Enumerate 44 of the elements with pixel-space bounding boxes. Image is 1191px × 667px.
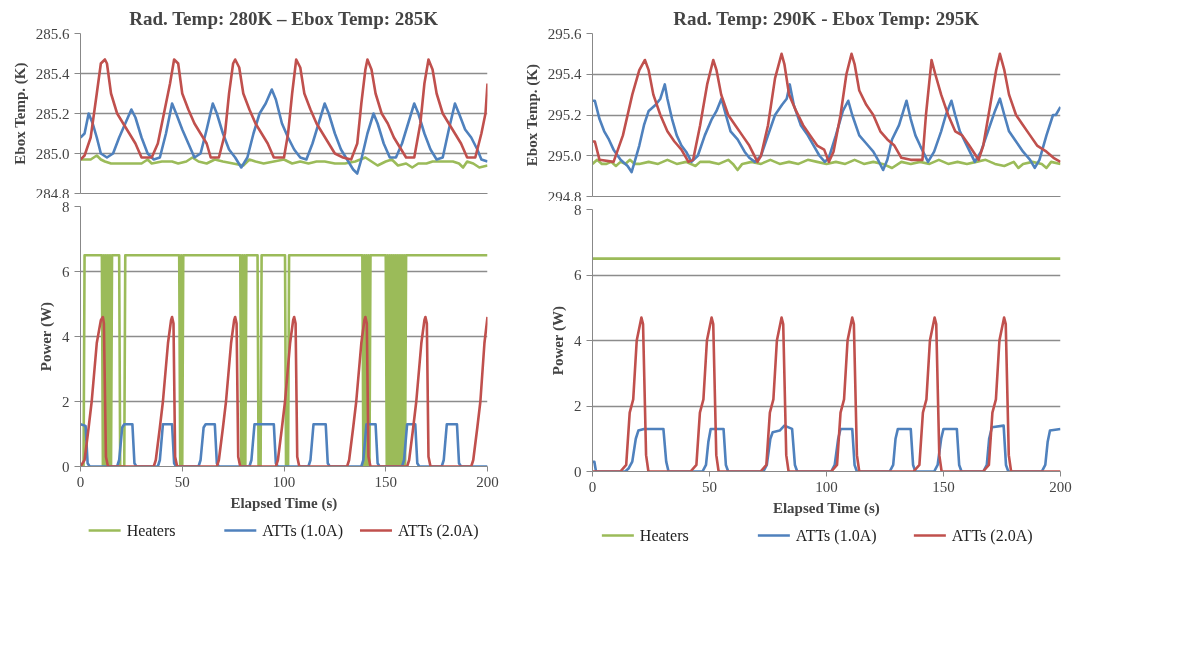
- x-axis-title: Elapsed Time (s): [230, 494, 338, 512]
- x-tick-label: 50: [702, 478, 717, 495]
- y-tick-label: 285.4: [35, 65, 70, 82]
- x-tick-label: 150: [374, 473, 397, 490]
- x-tick-label: 150: [932, 478, 955, 495]
- y-tick-label: 4: [574, 332, 582, 349]
- y-axis-title: Ebox Temp. (K): [11, 62, 29, 165]
- y-tick-label: 285.2: [35, 105, 70, 122]
- legend-label: ATTs (2.0A): [951, 527, 1033, 545]
- legend-label: ATTs (1.0A): [795, 527, 877, 545]
- y-tick-label: 295.2: [547, 107, 582, 123]
- x-tick-label: 100: [815, 478, 838, 495]
- legend-label: Heaters: [126, 522, 176, 539]
- y-tick-label: 295.6: [547, 25, 582, 42]
- chart-title: Rad. Temp: 290K - Ebox Temp: 295K: [673, 7, 980, 29]
- y-tick-label: 0: [62, 458, 70, 475]
- line-series: [592, 52, 1061, 164]
- y-tick-label: 285.0: [35, 145, 70, 162]
- y-axis-title: Power (W): [550, 305, 567, 376]
- x-tick-label: 0: [76, 473, 85, 490]
- y-tick-label: 295.0: [547, 147, 582, 164]
- line-series: [80, 154, 488, 169]
- x-tick-label: 200: [1049, 478, 1072, 495]
- x-tick-label: 50: [174, 473, 190, 490]
- line-series: [80, 58, 488, 161]
- x-tick-label: 100: [272, 473, 296, 490]
- y-axis-title: Power (W): [38, 301, 55, 372]
- line-series: [592, 158, 1061, 172]
- y-axis-title: Ebox Temp. (K): [523, 64, 541, 167]
- chart-title: Rad. Temp: 280K – Ebox Temp: 285K: [129, 7, 439, 29]
- line-series: [80, 88, 488, 175]
- legend-label: ATTs (2.0A): [397, 522, 479, 540]
- x-tick-label: 200: [476, 473, 499, 490]
- legend-label: ATTs (1.0A): [262, 522, 343, 540]
- y-tick-label: 285.6: [35, 25, 70, 42]
- y-tick-label: 4: [62, 328, 70, 345]
- x-axis-title: Elapsed Time (s): [772, 499, 880, 517]
- x-tick-label: 0: [588, 478, 597, 495]
- y-tick-label: 6: [62, 263, 70, 280]
- y-tick-label: 2: [574, 398, 582, 414]
- y-tick-label: 2: [62, 393, 70, 410]
- legend-label: Heaters: [639, 527, 689, 544]
- y-tick-label: 6: [574, 267, 582, 283]
- y-tick-label: 295.4: [547, 66, 582, 83]
